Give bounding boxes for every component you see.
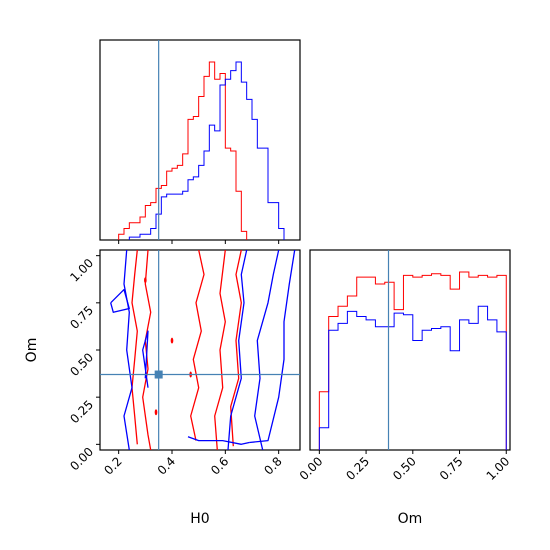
blue-contour-line-6 [142,330,149,388]
contour-frame [99,249,301,451]
contour-ytick-label-1: 0.25 [67,397,96,426]
truth-marker [154,370,163,379]
om-hist-xtick-label-3: 0.75 [437,454,466,483]
red-contour-line-4 [230,250,242,447]
contour-ytick-label-4: 1.00 [67,256,96,285]
contour-xtick-label-2: 0.6 [208,454,231,477]
om-hist-xtick-label-0: 0.00 [297,454,326,483]
blue-om-histogram-step [318,305,507,450]
contour-blob-2 [170,337,174,344]
om-histogram-frame [309,249,511,451]
red-contour-line-3 [214,250,226,450]
h0-histogram-frame [99,39,301,241]
contour-lines [110,250,296,450]
red-om-histogram-step [318,271,507,450]
blue-contour-line-10 [187,436,250,445]
om-histogram [318,250,507,450]
red-contour-line-2 [190,250,205,441]
om-hist-xtick-label-1: 0.25 [343,454,372,483]
contour-ytick-label-0: 0.00 [67,445,96,474]
contour-xtick-label-3: 0.8 [261,454,284,477]
red-h0-histogram-step [118,61,248,240]
blue-contour-line-9 [254,250,280,450]
h0-om-contour [100,250,300,450]
contour-ytick-label-3: 0.75 [67,303,96,332]
blue-h0-histogram-step [128,61,285,240]
blue-contour-line-11 [249,250,296,444]
om-hist-xtick-label-4: 1.00 [484,454,513,483]
blue-contour-line-5 [123,250,133,450]
blue-contour-line-8 [227,250,248,450]
contour-blob-1 [144,277,147,284]
om-hist-xtick-label-2: 0.50 [390,454,419,483]
contour-ytick-label-2: 0.50 [67,350,96,379]
red-contour-line-0 [131,250,138,445]
contour-xtick-label-0: 0.2 [101,454,124,477]
y-axis-label-om: Om [24,338,40,363]
h0-histogram [118,40,285,240]
x-axis-label-h0: H0 [190,511,209,527]
contour-blob-0 [154,409,158,416]
x-axis-label-om: Om [398,511,423,527]
contour-xtick-label-1: 0.4 [155,454,178,477]
blue-contour-line-7 [110,288,130,313]
